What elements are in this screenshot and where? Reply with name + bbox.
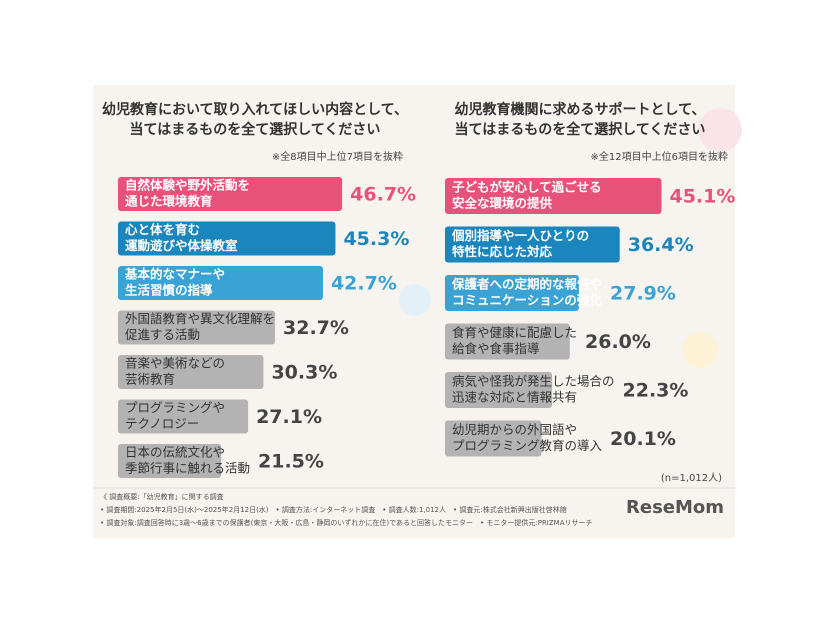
value-label: 20.1% <box>610 428 676 450</box>
decoration <box>399 284 431 316</box>
bar <box>118 399 249 434</box>
category-label: 食育や健康に配慮した <box>452 325 577 340</box>
value-label: 30.3% <box>271 362 337 384</box>
bar <box>118 310 275 345</box>
category-label: 自然体験や野外活動を <box>125 178 250 193</box>
value-label: 27.9% <box>610 283 676 305</box>
category-label: 病気や怪我が発生した場合の <box>452 374 615 389</box>
category-label: 基本的なマナーや <box>124 267 225 282</box>
category-label: 芸術教育 <box>125 372 175 387</box>
category-label: 季節行事に触れる活動 <box>125 461 250 476</box>
logo: ReseMom <box>626 497 724 518</box>
category-label: テクノロジー <box>125 416 199 431</box>
bar <box>118 355 264 389</box>
bar <box>118 177 343 211</box>
category-label: 保護者への定期的な報告や <box>451 277 602 292</box>
category-label: プログラミング教育の導入 <box>452 438 603 453</box>
footer-text: • 調査対象:調査回答時に3歳〜6歳までの保護者(東京・大阪・広島・静岡のいずれ… <box>100 518 593 527</box>
value-label: 32.7% <box>283 317 349 339</box>
footer-text: • 調査期間:2025年2月5日(水)〜2025年2月12日(水) • 調査方法… <box>100 505 567 514</box>
bar <box>445 226 620 263</box>
bar <box>445 372 553 408</box>
sample-size: (n=1,012人) <box>661 472 722 484</box>
category-label: 安全な環境の提供 <box>452 196 553 211</box>
footer-text: 《 調査概要:「幼児教育」に関する調査 <box>100 492 224 501</box>
category-label: 特性に応じた対応 <box>452 244 553 259</box>
value-label: 22.3% <box>623 380 689 402</box>
bar <box>118 221 336 256</box>
decoration <box>682 332 718 368</box>
category-label: 促進する活動 <box>125 327 200 342</box>
value-label: 36.4% <box>628 234 694 256</box>
category-label: 生活習慣の指導 <box>125 283 213 298</box>
category-label: 子どもが安心して過ごせる <box>452 180 602 195</box>
value-label: 26.0% <box>585 331 651 353</box>
bar <box>445 178 662 214</box>
chart-title: 当てはまるものを全て選択してください <box>455 121 706 138</box>
value-label: 27.1% <box>256 406 322 428</box>
chart-title: 幼児教育機関に求めるサポートとして、 <box>455 101 706 118</box>
category-label: 通じた環境教育 <box>125 194 213 209</box>
value-label: 21.5% <box>258 451 324 473</box>
category-label: 迅速な対応と情報共有 <box>452 390 577 405</box>
bar <box>445 323 570 360</box>
value-label: 45.1% <box>669 186 735 208</box>
bar <box>118 444 222 478</box>
category-label: 外国語教育や異文化理解を <box>125 311 275 326</box>
bar <box>118 266 323 300</box>
bar <box>445 275 579 311</box>
chart-note: ※全12項目中上位6項目を抜粋 <box>591 150 728 163</box>
category-label: 心と体を育む <box>125 222 200 237</box>
category-label: 日本の伝統文化や <box>125 445 225 460</box>
category-label: プログラミングや <box>125 400 225 415</box>
bar <box>445 420 542 457</box>
value-label: 45.3% <box>343 228 409 250</box>
decoration <box>698 108 742 152</box>
category-label: 給食や食事指導 <box>452 341 540 356</box>
category-label: コミュニケーションの強化 <box>452 293 602 308</box>
chart-title: 当てはまるものを全て選択してください <box>130 121 381 138</box>
category-label: 運動遊びや体操教室 <box>125 238 238 253</box>
chart-title: 幼児教育において取り入れてほしい内容として、 <box>102 101 408 118</box>
value-label: 46.7% <box>350 184 416 206</box>
value-label: 42.7% <box>331 273 397 295</box>
chart-note: ※全8項目中上位7項目を抜粋 <box>272 150 403 163</box>
category-label: 音楽や美術などの <box>125 356 225 371</box>
category-label: 個別指導や一人ひとりの <box>451 228 589 243</box>
category-label: 幼児期からの外国語や <box>452 422 577 437</box>
